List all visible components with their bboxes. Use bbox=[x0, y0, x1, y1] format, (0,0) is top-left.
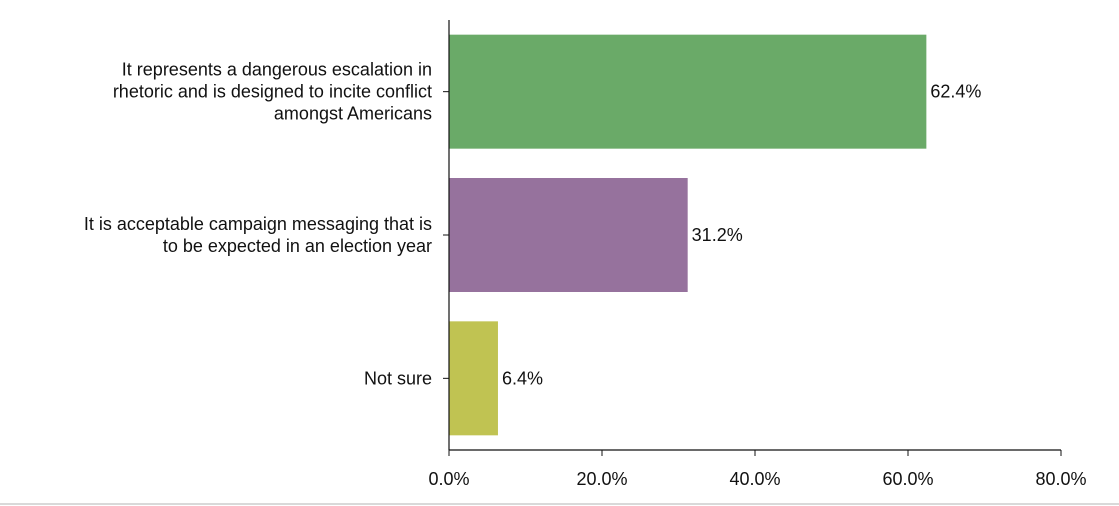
category-label-line: It represents a dangerous escalation in bbox=[122, 60, 432, 80]
labels-layer: 62.4% It represents a dangerous escalatio… bbox=[84, 60, 1087, 489]
category-label-line: Not sure bbox=[364, 368, 432, 388]
category-label-line: rhetoric and is designed to incite confl… bbox=[113, 82, 432, 102]
category-label-line: It is acceptable campaign messaging that… bbox=[84, 214, 432, 234]
category-label-2: It is acceptable campaign messaging that… bbox=[84, 214, 432, 256]
category-label-line: amongst Americans bbox=[274, 104, 432, 124]
category-label-3: Not sure bbox=[364, 368, 432, 388]
x-tick-label: 0.0% bbox=[428, 469, 469, 489]
category-label-line: to be expected in an election year bbox=[163, 236, 432, 256]
data-label-3: 6.4% bbox=[502, 368, 543, 388]
bottom-divider bbox=[0, 503, 1119, 505]
x-tick-label: 20.0% bbox=[576, 469, 627, 489]
data-label-1: 62.4% bbox=[930, 82, 981, 102]
axes-layer bbox=[443, 20, 1062, 456]
x-tick-label: 80.0% bbox=[1035, 469, 1086, 489]
x-tick-label: 40.0% bbox=[729, 469, 780, 489]
bar-2 bbox=[449, 178, 688, 292]
data-label-2: 31.2% bbox=[692, 225, 743, 245]
x-tick-label: 60.0% bbox=[882, 469, 933, 489]
bar-1 bbox=[449, 34, 927, 149]
bars-layer bbox=[449, 34, 927, 436]
bar-3 bbox=[449, 321, 498, 436]
category-label-1: It represents a dangerous escalation inr… bbox=[113, 60, 432, 124]
